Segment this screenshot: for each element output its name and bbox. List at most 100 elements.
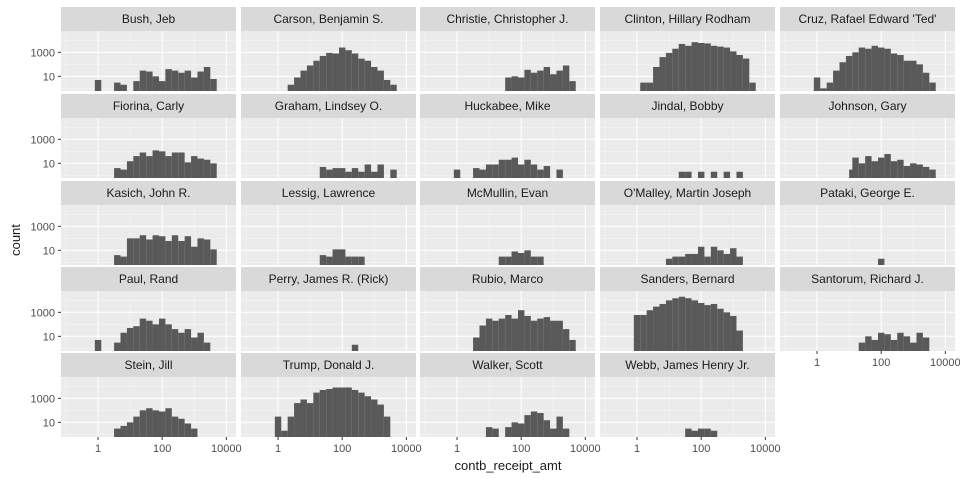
facet-panel: Paul, Rand 10 1000	[31, 267, 236, 351]
histogram-bar	[114, 428, 121, 437]
histogram-bar	[562, 329, 570, 351]
histogram-bar	[903, 166, 911, 178]
histogram-bar	[916, 332, 923, 351]
histogram-bar	[505, 256, 512, 265]
histogram-bar	[653, 306, 660, 351]
histogram-bar	[710, 430, 718, 437]
histogram-bar	[871, 161, 878, 178]
facet-title: Paul, Rand	[119, 272, 178, 286]
histogram-bar	[659, 57, 666, 91]
facet-strip	[780, 267, 955, 291]
histogram-bar	[146, 156, 153, 178]
histogram-bar	[165, 408, 172, 437]
histogram-bar	[665, 300, 673, 351]
histogram-bar	[672, 298, 679, 351]
histogram-bar	[884, 48, 891, 91]
histogram-bar	[178, 72, 185, 91]
histogram-bar	[351, 389, 359, 437]
histogram-bar	[659, 303, 666, 351]
histogram-bar	[371, 67, 378, 91]
histogram-bar	[139, 410, 147, 437]
histogram-bar	[524, 250, 531, 265]
histogram-bar	[858, 342, 866, 351]
histogram-bar	[306, 65, 314, 91]
histogram-bar	[191, 428, 198, 437]
facet-panel: Clinton, Hillary Rodham	[600, 7, 775, 91]
histogram-bar	[485, 318, 493, 351]
histogram-bar	[178, 241, 185, 265]
histogram-bar	[338, 387, 346, 437]
facet-panel: Stein, Jill 10 1000 1 100 10000	[31, 353, 242, 455]
histogram-bar	[672, 48, 679, 91]
histogram-bar	[165, 324, 172, 351]
histogram-bar	[910, 163, 917, 178]
histogram-bar	[530, 164, 538, 178]
histogram-bar	[197, 238, 204, 265]
facet-panel: Pataki, George E.	[780, 181, 955, 265]
histogram-bar	[377, 164, 384, 178]
x-tick-label: 100	[153, 443, 171, 455]
histogram-bar	[556, 320, 563, 351]
facet-strip	[61, 353, 236, 377]
histogram-bar	[723, 312, 731, 351]
histogram-bar	[517, 77, 525, 91]
histogram-bar	[537, 318, 544, 351]
histogram-bar	[139, 152, 147, 178]
histogram-bar	[849, 169, 856, 178]
histogram-bar	[126, 327, 134, 351]
histogram-bar	[691, 42, 698, 91]
x-tick-label: 100	[692, 443, 710, 455]
facet-strip	[600, 181, 775, 205]
histogram-bar	[877, 258, 885, 265]
histogram-bar	[550, 320, 557, 351]
facet-strip	[780, 7, 955, 31]
histogram-bar	[646, 310, 654, 351]
histogram-bar	[377, 404, 384, 437]
histogram-bar	[685, 428, 692, 437]
histogram-bar	[903, 336, 911, 351]
histogram-bar	[569, 339, 576, 351]
histogram-bar	[890, 53, 898, 91]
facet-panel: Trump, Donald J. 1 100 10000	[241, 353, 422, 455]
histogram-bar	[184, 70, 192, 91]
facet-strip	[600, 7, 775, 31]
histogram-bar	[678, 171, 686, 178]
histogram-bar	[332, 53, 339, 91]
histogram-bar	[543, 420, 551, 437]
histogram-bar	[191, 77, 198, 91]
histogram-bar	[120, 84, 127, 91]
facet-strip	[420, 353, 595, 377]
histogram-bar	[300, 399, 307, 437]
histogram-bar	[184, 423, 192, 437]
facet-strip	[241, 94, 416, 118]
histogram-bar	[897, 332, 904, 351]
histogram-bar	[133, 238, 140, 265]
histogram-bar	[274, 416, 282, 437]
x-tick-label: 10000	[391, 443, 422, 455]
facet-panel: Lessig, Lawrence	[241, 181, 416, 265]
histogram-bar	[114, 82, 121, 91]
histogram-bar	[717, 46, 724, 91]
histogram-bar	[865, 156, 872, 178]
histogram-bar	[492, 164, 499, 178]
histogram-bar	[550, 74, 557, 91]
histogram-bar	[485, 427, 493, 437]
histogram-bar	[922, 72, 930, 91]
histogram-bar	[390, 169, 397, 178]
histogram-bar	[691, 253, 698, 265]
histogram-bar	[158, 236, 166, 265]
histogram-bar	[191, 156, 198, 178]
histogram-bar	[184, 329, 192, 351]
histogram-bar	[319, 255, 327, 265]
facet-panel: Cruz, Rafael Edward 'Ted'	[780, 7, 955, 91]
panel-background	[241, 205, 416, 265]
histogram-bar	[704, 428, 711, 437]
histogram-bar	[813, 77, 821, 91]
y-tick-label: 10	[43, 245, 55, 257]
histogram-bar	[287, 84, 295, 91]
histogram-bar	[203, 159, 211, 178]
histogram-bar	[171, 416, 179, 437]
histogram-bar	[852, 157, 859, 178]
histogram-bar	[114, 168, 121, 178]
histogram-bar	[313, 392, 320, 437]
